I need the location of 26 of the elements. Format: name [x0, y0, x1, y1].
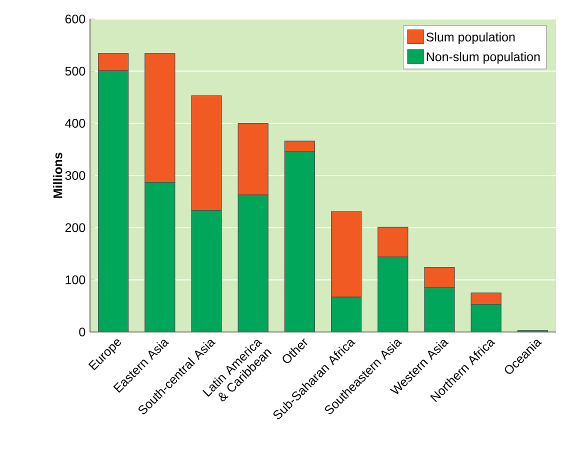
- bar: [284, 151, 316, 332]
- y-tick-label: 0: [79, 328, 86, 336]
- bar: [424, 267, 455, 288]
- y-axis-title: Millions: [53, 152, 62, 198]
- bar: [470, 304, 502, 332]
- bar: [470, 292, 502, 305]
- y-tick-label: 300: [65, 171, 86, 180]
- bar: [424, 287, 455, 332]
- bar: [284, 140, 316, 152]
- bar: [144, 182, 176, 332]
- bar: [378, 256, 408, 332]
- bar: [191, 210, 222, 332]
- legend-label: Non-slum population: [426, 52, 540, 64]
- bar: [238, 194, 268, 332]
- bar: [238, 123, 268, 196]
- bar: [98, 70, 129, 332]
- y-tick-label: 600: [65, 14, 86, 24]
- legend-label: Slum population: [426, 32, 515, 44]
- bar: [331, 211, 362, 298]
- y-tick-label: 100: [66, 275, 86, 284]
- y-tick-label: 400: [65, 118, 86, 128]
- bar: [191, 95, 222, 211]
- y-tick-label: 500: [65, 66, 86, 76]
- bar: [378, 226, 408, 258]
- y-tick-label: 200: [65, 223, 86, 232]
- bar: [331, 296, 362, 332]
